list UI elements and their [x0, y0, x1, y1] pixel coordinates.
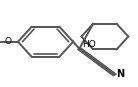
Text: N: N — [116, 69, 124, 79]
Text: O: O — [5, 37, 12, 46]
Text: HO: HO — [82, 40, 96, 49]
